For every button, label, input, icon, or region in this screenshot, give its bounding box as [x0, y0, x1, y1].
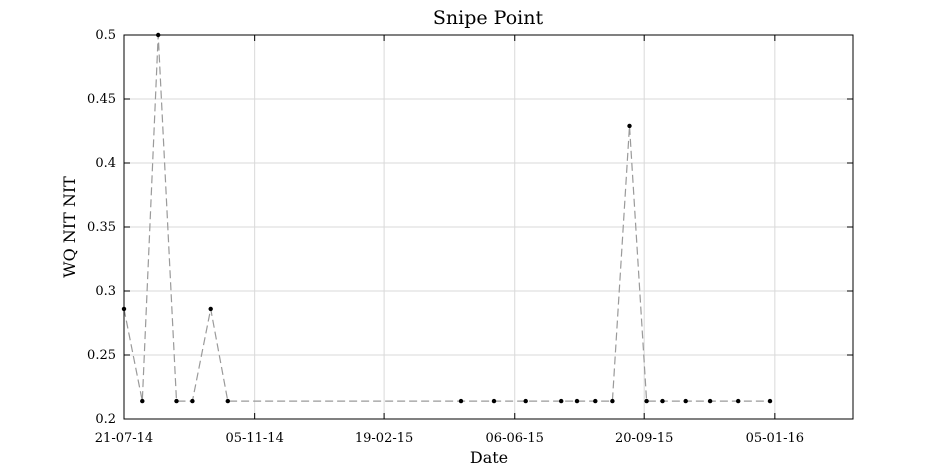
x-tick-label: 05-11-14 [225, 431, 283, 446]
x-tick-label: 05-01-16 [746, 431, 804, 446]
grid [123, 34, 853, 420]
x-axis-label: Date [470, 448, 508, 467]
y-axis-label: WQ NIT NIT [60, 176, 79, 278]
x-tick-label: 19-02-15 [355, 431, 413, 446]
data-point [140, 398, 145, 404]
data-point [491, 398, 497, 404]
y-tick-label: 0.2 [95, 412, 116, 427]
data-points [121, 32, 773, 404]
x-tick-label: 06-06-15 [486, 431, 544, 446]
y-tick-label: 0.3 [95, 284, 116, 299]
y-tick-label: 0.45 [87, 92, 116, 107]
x-tick-label: 21-07-14 [95, 431, 153, 446]
y-tick-label: 0.35 [87, 220, 116, 235]
data-point [458, 398, 464, 404]
data-point [767, 398, 773, 404]
data-point [208, 306, 213, 312]
y-tick-label: 0.25 [87, 348, 116, 363]
data-point [707, 398, 713, 404]
x-tick-labels: 21-07-14 05-11-14 19-02-15 06-06-15 20-09-15… [95, 431, 804, 446]
data-point [736, 398, 741, 404]
data-point [574, 398, 580, 404]
data-point [683, 398, 688, 404]
data-point [644, 398, 649, 404]
data-point [559, 398, 564, 404]
data-point [225, 398, 230, 404]
data-point [627, 123, 632, 129]
data-point [190, 398, 195, 404]
chart-title: Snipe Point [433, 7, 544, 29]
y-tick-label: 0.5 [95, 28, 116, 43]
data-point [523, 398, 528, 404]
data-point [660, 398, 665, 404]
data-point [593, 398, 598, 404]
series-line [123, 34, 770, 402]
data-point [174, 398, 179, 404]
y-tick-label: 0.4 [95, 156, 116, 171]
x-tick-label: 20-09-15 [615, 431, 673, 446]
data-point [610, 398, 615, 404]
y-tick-labels: 0.2 0.25 0.3 0.35 0.4 0.45 0.5 [87, 28, 116, 427]
axis-ticks [123, 34, 853, 420]
series-layer [121, 32, 773, 404]
